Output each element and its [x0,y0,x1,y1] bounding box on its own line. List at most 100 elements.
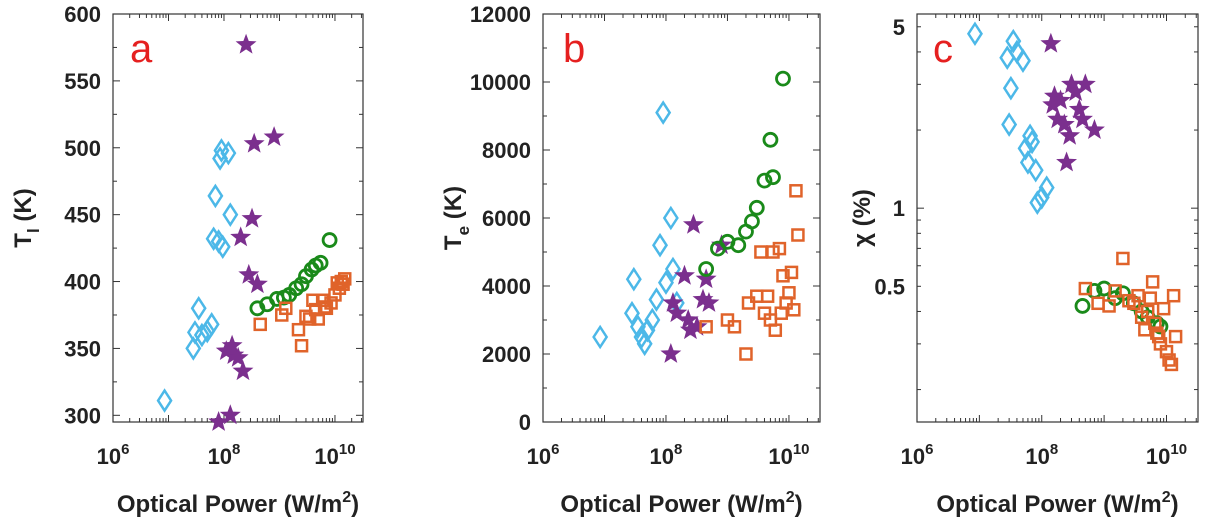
y-tick-label: 350 [64,336,101,361]
square-marker [784,265,799,280]
diamond-marker [1022,123,1039,149]
x-tick-label: 1010 [1146,441,1187,469]
diamond-marker [156,388,173,413]
y-tick-label: 600 [64,2,101,27]
star-marker [1068,98,1090,119]
star-marker [241,207,263,228]
diamond-marker [1029,190,1046,215]
y-tick-label: 2000 [482,342,531,367]
square-marker [1166,288,1181,303]
diamond-marker [625,266,642,292]
diamond-marker [966,21,983,47]
star-marker [1053,113,1075,134]
square-marker [1116,251,1130,266]
star-marker [679,319,701,340]
series-diamond [592,100,685,357]
star-marker [666,302,688,323]
diamond-marker [190,296,207,321]
square-marker [291,322,306,337]
y-ticks [113,13,363,416]
diamond-marker [1002,75,1019,101]
diamond-marker [644,307,661,333]
diamond-marker [639,317,656,343]
y-tick-label: 450 [64,203,101,228]
x-ticks [542,14,819,422]
star-marker [660,343,682,363]
square-marker [279,301,293,316]
star-marker [263,126,285,146]
square-marker [782,286,796,300]
y-tick-label: 500 [64,136,101,161]
diamond-marker [214,234,231,260]
y-tick-label: 0 [519,410,531,435]
x-axis-title: Optical Power (W/m2) [117,489,359,518]
series-square [1078,251,1183,372]
y-ticks [543,13,820,423]
star-marker [695,268,717,289]
series-circle [698,70,791,277]
x-tick-label: 108 [1025,441,1058,469]
square-marker [699,320,713,334]
diamond-marker [657,270,674,295]
circle-marker [293,276,310,293]
star-marker [215,340,237,360]
star-marker [683,213,704,234]
series-star [660,213,732,363]
diamond-marker [1033,185,1050,210]
diamond-marker [623,300,640,326]
y-tick-label: 1 [893,196,905,221]
star-marker [1059,124,1081,145]
square-marker [760,289,775,303]
x-tick-label: 108 [208,441,241,469]
star-marker [1050,89,1071,110]
square-marker [754,245,768,259]
star-marker [1040,32,1062,53]
square-marker [768,323,783,337]
circle-marker [312,254,329,271]
circle-marker [321,232,338,248]
square-marker [1145,275,1160,289]
diamond-marker [207,183,224,209]
star-marker [1074,73,1096,94]
circle-marker [1074,298,1091,314]
square-marker [1140,304,1155,319]
star-marker [674,264,695,285]
circle-marker [775,70,791,87]
diamond-marker [1001,112,1018,137]
series-star [208,33,285,431]
y-axis-title: Te (K) [440,186,473,250]
diamond-marker [662,205,679,231]
square-marker [324,296,338,310]
square-marker [791,228,805,242]
diamond-marker [652,232,669,258]
square-marker [1091,296,1105,311]
star-marker [223,344,245,365]
star-marker [221,334,243,355]
circle-marker [762,131,779,148]
square-marker [772,241,787,256]
square-marker [1151,329,1166,344]
circle-marker [730,237,747,254]
x-tick-label: 106 [527,441,560,469]
diamond-marker [1019,150,1036,175]
y-tick-label: 12000 [470,2,531,27]
series-square [699,184,805,361]
square-marker [1156,301,1171,316]
y-tick-label: 300 [64,403,101,428]
diamond-marker [1024,129,1041,155]
panel-letter: b [563,27,585,71]
x-tick-label: 108 [650,441,683,469]
star-marker [1061,73,1082,94]
star-marker [1056,151,1078,172]
diamond-marker [664,256,681,282]
diamond-marker [185,336,202,361]
y-tick-label: 400 [64,270,101,295]
star-marker [238,263,260,284]
circle-marker [756,172,773,189]
diamond-marker [1005,28,1022,54]
y-tick-label: 5 [893,15,905,40]
diamond-marker [592,324,609,350]
x-ticks [916,14,1197,422]
square-marker [1164,357,1179,372]
square-marker [776,269,790,283]
